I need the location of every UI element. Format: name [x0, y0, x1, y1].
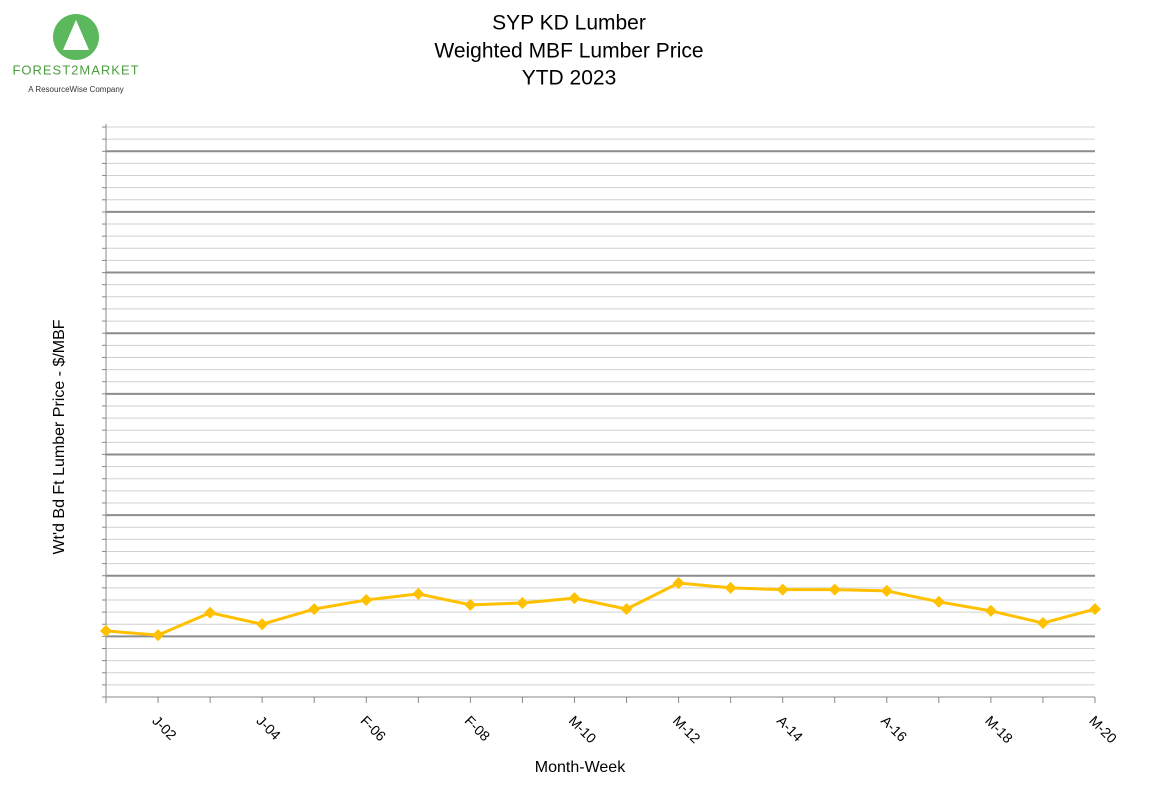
marker [568, 592, 581, 605]
marker [152, 629, 165, 642]
marker [984, 604, 997, 617]
marker [412, 587, 425, 600]
chart-subtitle: YTD 2023 [522, 67, 617, 90]
marker [464, 598, 477, 611]
marker [828, 583, 841, 596]
marker [308, 603, 321, 616]
x-axis-title: Month-Week [535, 759, 626, 776]
x-tick-label: F-08 [462, 712, 494, 744]
chart-subtitle: Weighted MBF Lumber Price [434, 40, 703, 63]
x-tick-label: M-10 [566, 712, 600, 746]
marker [776, 583, 789, 596]
line [105, 581, 1096, 637]
x-tick-label: M-12 [670, 712, 704, 746]
x-tick-label: A-14 [774, 712, 806, 744]
marker [204, 606, 217, 619]
marker [724, 581, 737, 594]
y-axis-title: Wt'd Bd Ft Lumber Price - $/MBF [51, 319, 68, 554]
marker [672, 577, 685, 590]
marker [620, 603, 633, 616]
x-tick-label: A-16 [878, 712, 910, 744]
x-tick-label: J-04 [253, 712, 284, 743]
logo-name: FOREST2MARKET [12, 62, 139, 77]
marker [1089, 603, 1101, 616]
logo-tree [63, 20, 89, 50]
marker [1036, 617, 1049, 630]
x-tick-label: M-20 [1086, 712, 1120, 746]
logo-tagline: A ResourceWise Company [28, 85, 124, 94]
x-tick-label: F-06 [358, 712, 390, 744]
marker [880, 584, 893, 597]
x-tick-label: M-18 [982, 712, 1016, 746]
marker [100, 624, 112, 637]
x-tick-label: J-02 [149, 712, 180, 743]
chart-title: SYP KD Lumber [492, 12, 646, 35]
marker [256, 618, 269, 631]
marker [516, 597, 529, 610]
marker [932, 595, 945, 608]
marker [360, 593, 373, 606]
logo: FOREST2MARKET A ResourceWise Company [12, 14, 139, 94]
